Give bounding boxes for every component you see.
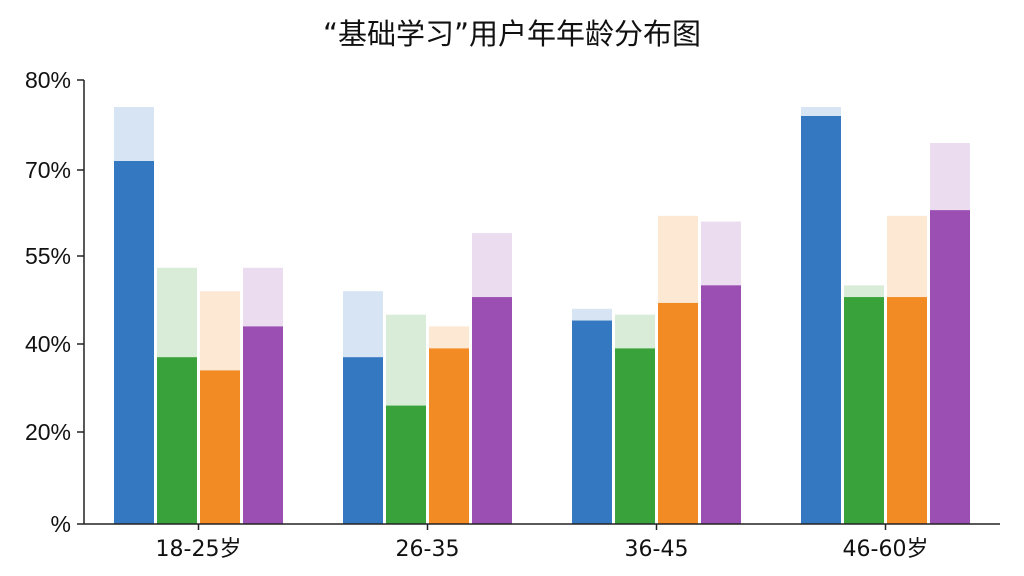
bar: [429, 348, 469, 524]
chart-title: “基础学习”用户年年龄分布图: [323, 17, 701, 51]
bar: [472, 297, 512, 524]
x-category-label: 26-35: [396, 537, 460, 562]
bar: [801, 116, 841, 524]
x-category-label: 46-60岁: [843, 537, 929, 562]
y-tick-label: %: [51, 511, 71, 537]
bar: [887, 297, 927, 524]
y-tick-label: 55%: [25, 243, 71, 269]
y-tick-label: 40%: [25, 331, 71, 357]
bar: [386, 405, 426, 524]
bar: [243, 326, 283, 524]
bars-layer: [114, 107, 970, 525]
y-axis-ticks: % 20% 40% 55% 70% 80%: [25, 67, 84, 537]
bar: [114, 161, 154, 524]
bar: [615, 348, 655, 524]
bar: [701, 285, 741, 524]
bar: [572, 320, 612, 524]
y-tick-label: 70%: [25, 157, 71, 183]
bar: [157, 357, 197, 524]
y-tick-label: 80%: [25, 67, 71, 93]
x-axis-categories: 18-25岁 26-35 36-45 46-60岁: [156, 524, 929, 562]
y-tick-label: 20%: [25, 419, 71, 445]
bar: [200, 370, 240, 524]
x-category-label: 18-25岁: [156, 537, 242, 562]
bar: [658, 302, 698, 524]
bar: [343, 357, 383, 524]
bar: [930, 210, 970, 524]
bar: [844, 297, 884, 524]
x-category-label: 36-45: [625, 537, 689, 562]
